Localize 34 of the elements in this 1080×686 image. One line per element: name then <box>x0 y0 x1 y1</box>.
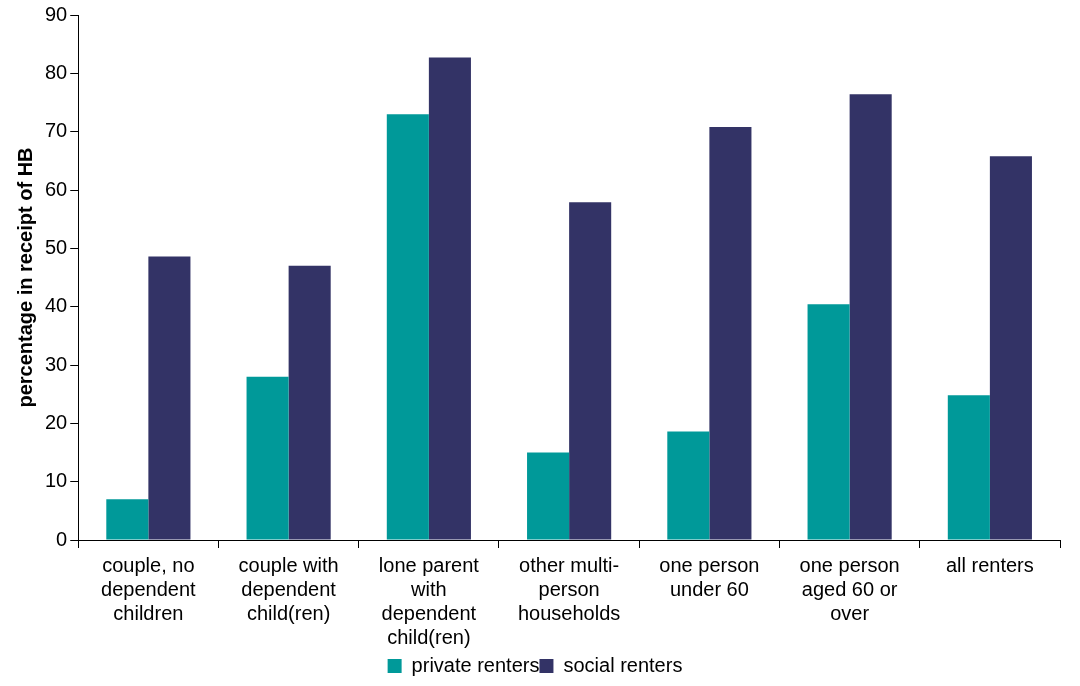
bar <box>807 304 850 540</box>
bar <box>106 499 149 540</box>
y-tick-label: 20 <box>45 410 68 433</box>
bar <box>288 265 331 540</box>
y-tick-label: 90 <box>45 2 68 25</box>
bar <box>569 202 612 540</box>
x-tick-label: one person aged 60 or over <box>799 553 900 624</box>
y-tick-label: 80 <box>45 60 68 83</box>
bar <box>849 94 892 540</box>
bar <box>246 376 289 540</box>
bar <box>527 452 570 540</box>
bar <box>148 256 191 540</box>
x-tick-label: couple with dependent child(ren) <box>238 553 339 624</box>
x-tick-label: couple, no dependent children <box>101 553 197 624</box>
y-tick-label: 60 <box>45 177 68 200</box>
y-tick-label: 70 <box>45 119 68 142</box>
x-tick-label: other multi-person households <box>517 553 621 624</box>
x-tick-label: all renters <box>945 553 1034 576</box>
y-tick-label: 0 <box>56 527 68 550</box>
bar <box>386 114 429 540</box>
bar <box>428 57 471 540</box>
legend-label: social renters <box>563 653 683 676</box>
bar <box>709 127 752 540</box>
bar <box>667 431 710 540</box>
y-tick-label: 30 <box>45 352 68 375</box>
y-tick-label: 10 <box>45 469 68 492</box>
y-tick-label: 40 <box>45 294 68 317</box>
y-tick-label: 50 <box>45 235 68 258</box>
legend-label: private renters <box>411 653 540 676</box>
y-axis-title: percentage in receipt of HB <box>13 147 36 408</box>
bar <box>947 395 990 540</box>
x-tick-label: one person under 60 <box>659 553 760 600</box>
bar <box>989 156 1032 540</box>
x-tick-label: lone parent with dependent child(ren) <box>378 553 480 648</box>
